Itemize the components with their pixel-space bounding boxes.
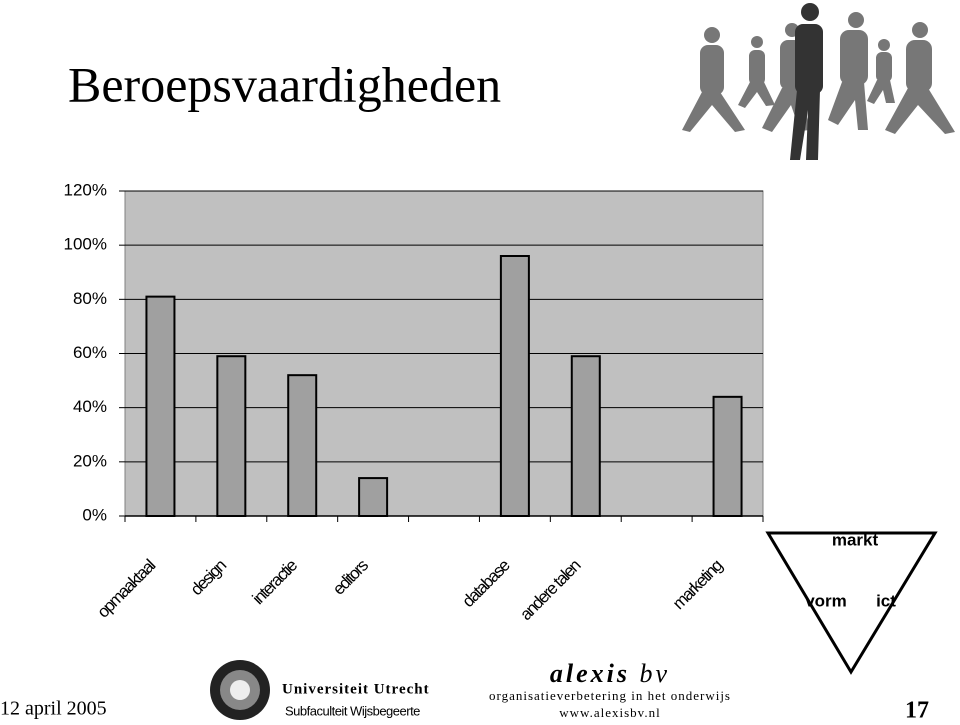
chart: 0% 20% 40% 60% 80% 100% 120% opmaaktaal design in… bbox=[64, 180, 764, 624]
y-tick-label: 0% bbox=[82, 505, 107, 524]
bar bbox=[358, 477, 389, 518]
y-tick-label: 60% bbox=[73, 343, 107, 362]
triangle-label: ict bbox=[876, 591, 896, 610]
brand: alexis bv bbox=[550, 659, 670, 688]
page-number: 17 bbox=[905, 698, 929, 724]
x-tick-label: interactie bbox=[249, 556, 301, 608]
faculty: Subfaculteit Wijsbegeerte bbox=[285, 703, 420, 718]
bar bbox=[145, 295, 176, 517]
bar bbox=[499, 255, 530, 517]
x-tick-label: design bbox=[187, 556, 230, 599]
bar bbox=[216, 355, 247, 518]
x-tick-label: database bbox=[458, 556, 513, 611]
bar bbox=[570, 355, 601, 518]
url: www.alexisbv.nl bbox=[559, 705, 660, 720]
tagline: organisatieverbetering in het onderwijs bbox=[489, 688, 731, 703]
y-tick-label: 120% bbox=[64, 180, 107, 199]
y-tick-label: 40% bbox=[73, 397, 107, 416]
y-tick-label: 100% bbox=[64, 235, 107, 254]
x-tick-label: marketing bbox=[669, 556, 726, 613]
x-tick-label: opmaaktaal bbox=[93, 556, 158, 621]
triangle-label: vorm bbox=[805, 591, 847, 610]
brand-name: alexis bbox=[550, 659, 630, 688]
y-tick-label: 20% bbox=[73, 451, 107, 470]
bar bbox=[287, 374, 318, 517]
bar bbox=[712, 395, 743, 518]
y-tick-label: 80% bbox=[73, 289, 107, 308]
date: 12 april 2005 bbox=[0, 698, 107, 720]
university-logo bbox=[210, 660, 270, 720]
slide-title: Beroepsvaardigheden bbox=[68, 56, 501, 112]
university: Universiteit Utrecht bbox=[282, 681, 430, 697]
brand-suffix: bv bbox=[640, 659, 671, 688]
x-tick-label: andere talen bbox=[516, 556, 584, 624]
triangle bbox=[765, 531, 938, 675]
triangle-label: markt bbox=[832, 530, 879, 549]
x-tick-label: editors bbox=[329, 556, 372, 599]
triangle-diagram: markt vorm ict bbox=[765, 530, 938, 675]
people-image bbox=[680, 0, 960, 165]
